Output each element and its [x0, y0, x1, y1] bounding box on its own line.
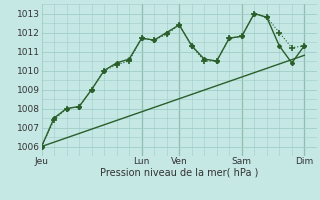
X-axis label: Pression niveau de la mer( hPa ): Pression niveau de la mer( hPa ): [100, 168, 258, 178]
